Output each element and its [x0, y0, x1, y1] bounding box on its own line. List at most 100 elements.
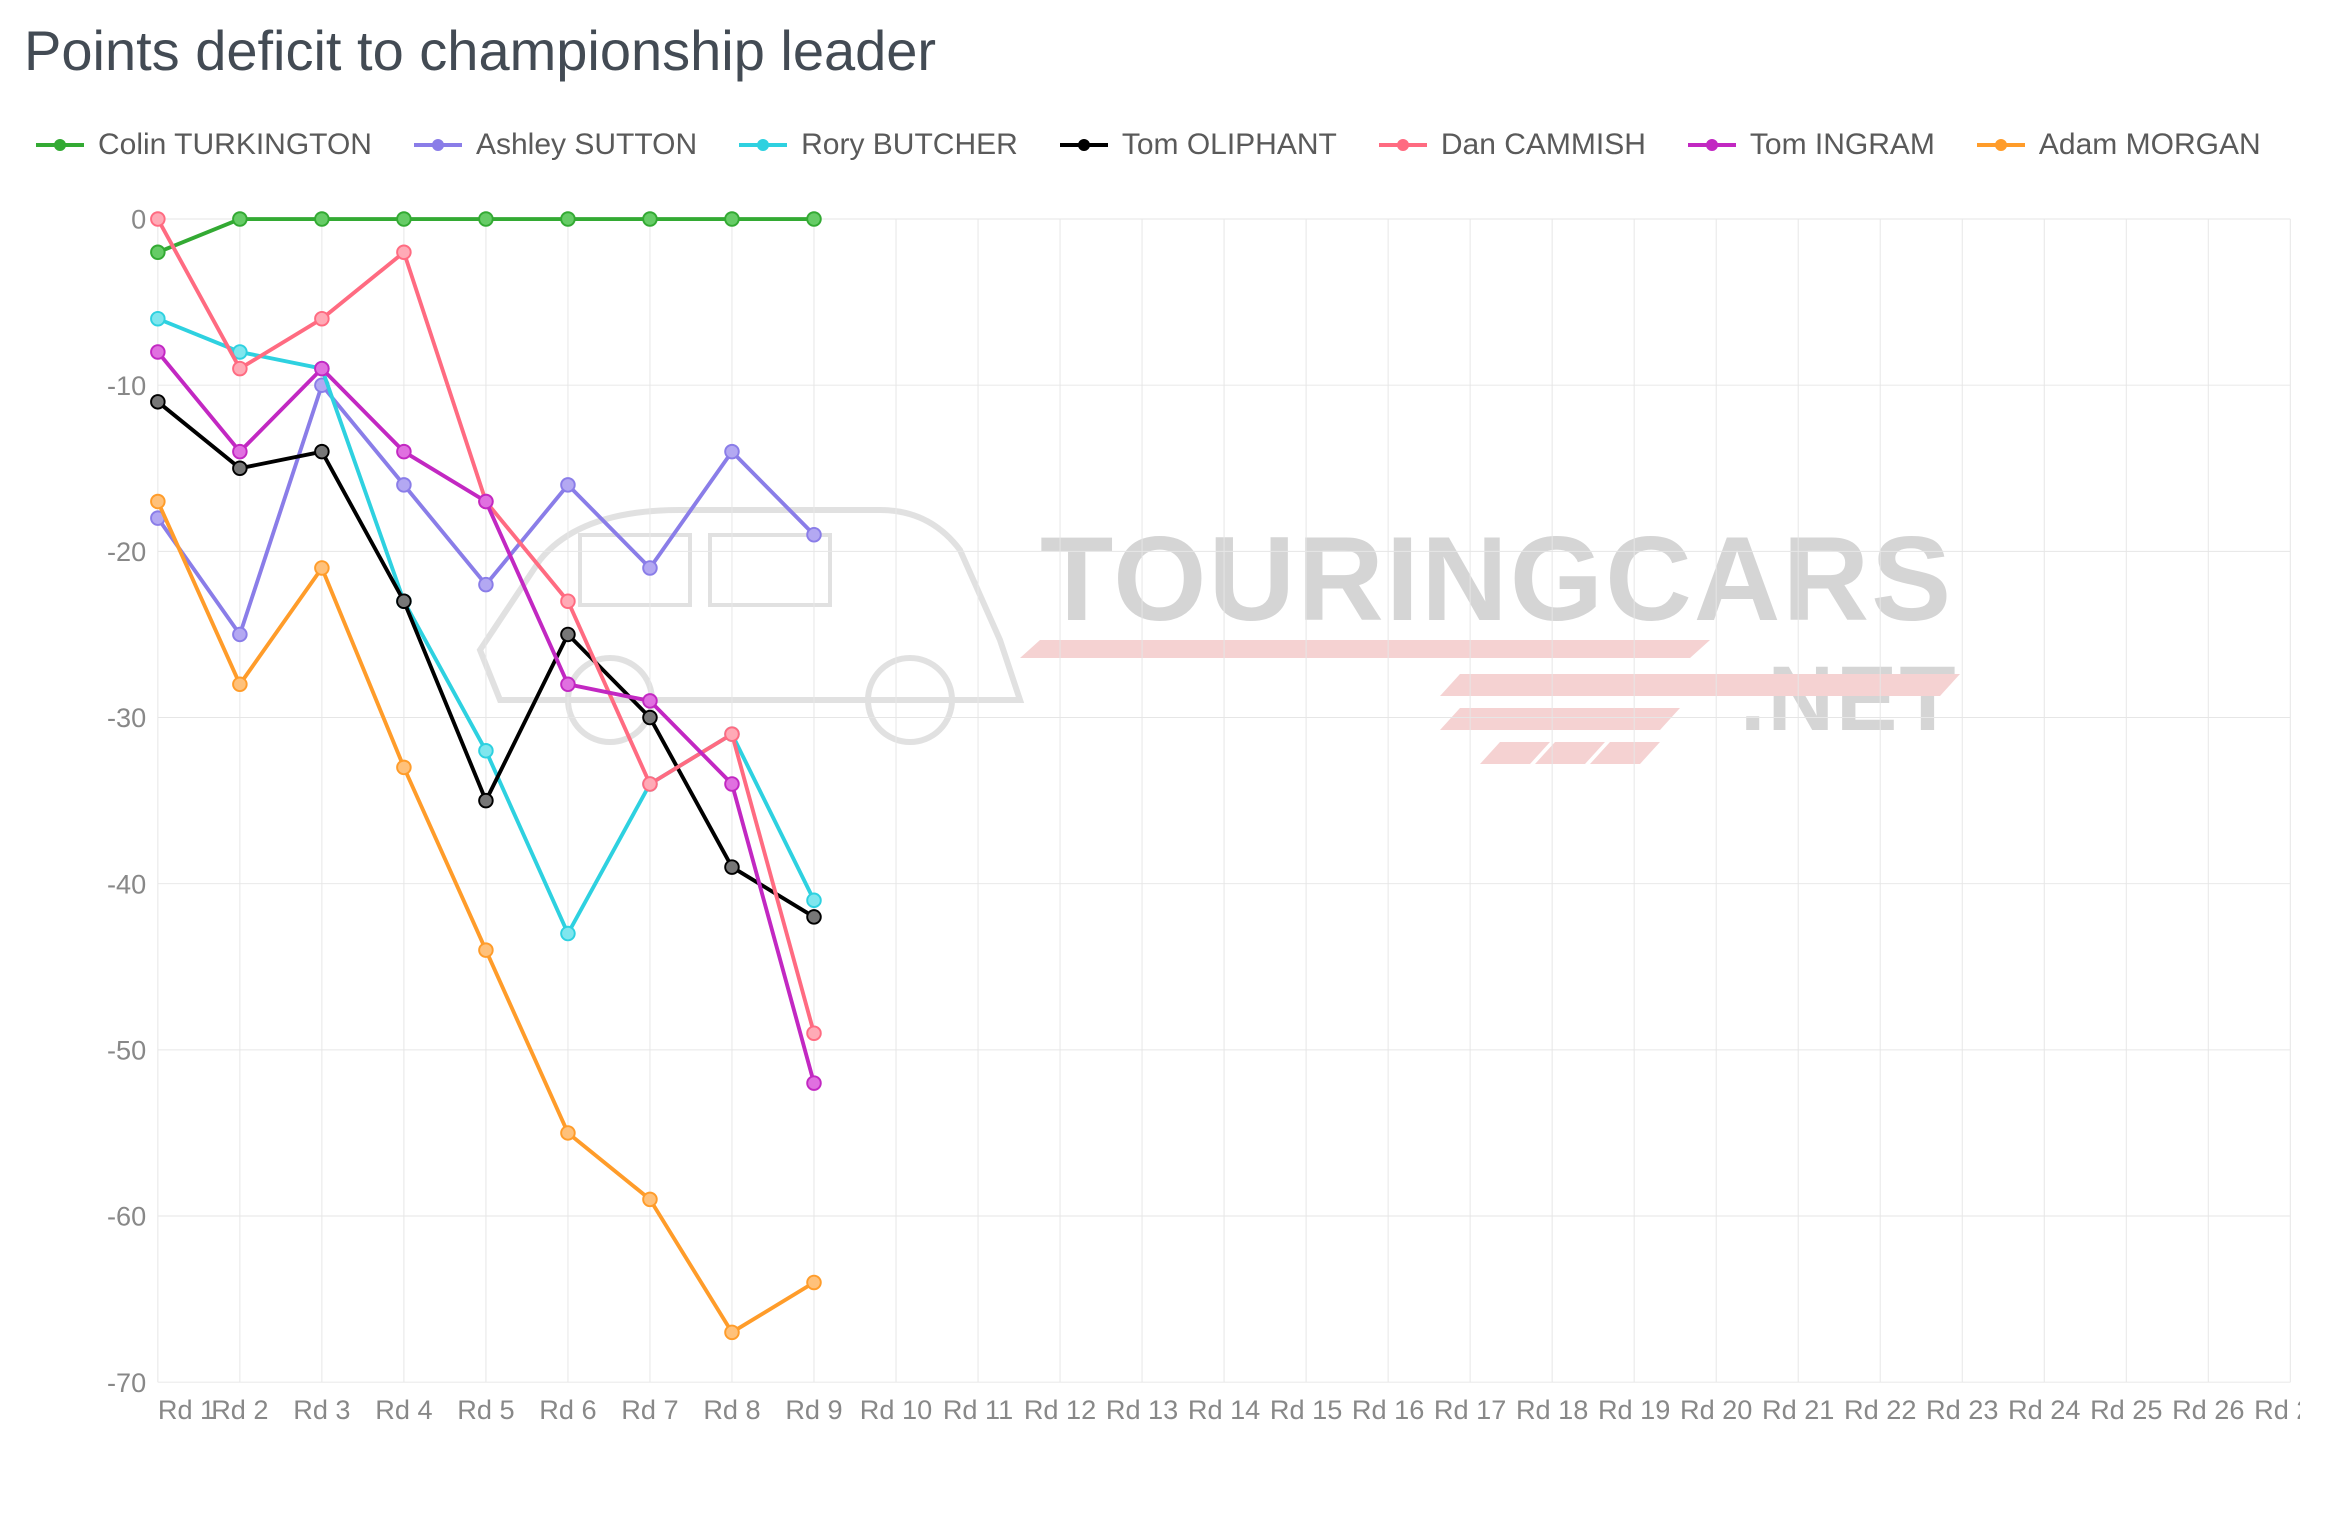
series-marker[interactable]	[725, 445, 739, 459]
legend-item[interactable]: Rory BUTCHER	[739, 128, 1018, 162]
y-tick-label: -20	[107, 536, 146, 567]
series-marker[interactable]	[151, 212, 165, 226]
series-marker[interactable]	[643, 777, 657, 791]
legend-item[interactable]: Tom OLIPHANT	[1060, 128, 1337, 162]
series-marker[interactable]	[233, 678, 247, 692]
series-marker[interactable]	[315, 212, 329, 226]
legend-item[interactable]: Adam MORGAN	[1977, 128, 2261, 162]
x-tick-label: Rd 24	[2008, 1394, 2080, 1425]
legend-swatch	[1977, 143, 2025, 147]
series-marker[interactable]	[151, 395, 165, 409]
x-tick-label: Rd 7	[621, 1394, 678, 1425]
legend: Colin TURKINGTON Ashley SUTTON Rory BUTCHE…	[36, 128, 2261, 162]
series-marker[interactable]	[151, 495, 165, 509]
series-marker[interactable]	[725, 777, 739, 791]
x-tick-label: Rd 3	[293, 1394, 350, 1425]
series-marker[interactable]	[233, 212, 247, 226]
series-marker[interactable]	[233, 461, 247, 475]
plot-area: 0-10-20-30-40-50-60-70Rd 1Rd 2Rd 3Rd 4Rd…	[90, 190, 2300, 1450]
y-tick-label: -50	[107, 1035, 146, 1066]
series-marker[interactable]	[233, 628, 247, 642]
series-marker[interactable]	[479, 744, 493, 758]
legend-swatch	[1060, 143, 1108, 147]
x-tick-label: Rd 23	[1926, 1394, 1998, 1425]
series-marker[interactable]	[807, 1276, 821, 1290]
x-tick-label: Rd 13	[1106, 1394, 1178, 1425]
series-marker[interactable]	[807, 1026, 821, 1040]
x-tick-label: Rd 26	[2172, 1394, 2244, 1425]
series-marker[interactable]	[151, 345, 165, 359]
legend-swatch	[739, 143, 787, 147]
legend-item[interactable]: Dan CAMMISH	[1379, 128, 1646, 162]
series-marker[interactable]	[397, 478, 411, 492]
series-marker[interactable]	[233, 445, 247, 459]
legend-label: Rory BUTCHER	[801, 128, 1018, 162]
series-marker[interactable]	[807, 528, 821, 542]
legend-swatch	[1379, 143, 1427, 147]
x-tick-label: Rd 19	[1598, 1394, 1670, 1425]
legend-item[interactable]: Colin TURKINGTON	[36, 128, 372, 162]
series-marker[interactable]	[561, 478, 575, 492]
series-marker[interactable]	[725, 212, 739, 226]
x-tick-label: Rd 25	[2090, 1394, 2162, 1425]
series-marker[interactable]	[151, 312, 165, 326]
legend-swatch	[36, 143, 84, 147]
x-tick-label: Rd 12	[1024, 1394, 1096, 1425]
series-marker[interactable]	[479, 794, 493, 808]
legend-label: Colin TURKINGTON	[98, 128, 372, 162]
legend-swatch	[1688, 143, 1736, 147]
series-marker[interactable]	[725, 860, 739, 874]
series-marker[interactable]	[561, 1126, 575, 1140]
x-tick-label: Rd 17	[1434, 1394, 1506, 1425]
series-marker[interactable]	[315, 312, 329, 326]
series-marker[interactable]	[643, 1193, 657, 1207]
x-tick-label: Rd 20	[1680, 1394, 1752, 1425]
legend-item[interactable]: Tom INGRAM	[1688, 128, 1935, 162]
series-marker[interactable]	[397, 445, 411, 459]
series-marker[interactable]	[561, 678, 575, 692]
series-marker[interactable]	[561, 594, 575, 608]
legend-label: Dan CAMMISH	[1441, 128, 1646, 162]
series-marker[interactable]	[725, 727, 739, 741]
series-marker[interactable]	[315, 561, 329, 575]
series-marker[interactable]	[315, 445, 329, 459]
series-marker[interactable]	[725, 1326, 739, 1340]
series-marker[interactable]	[807, 894, 821, 908]
series-marker[interactable]	[151, 245, 165, 259]
series-marker[interactable]	[807, 910, 821, 924]
series-marker[interactable]	[397, 594, 411, 608]
y-tick-label: 0	[131, 204, 146, 235]
series-marker[interactable]	[233, 362, 247, 376]
series-marker[interactable]	[397, 212, 411, 226]
series-marker[interactable]	[807, 1076, 821, 1090]
x-tick-label: Rd 4	[375, 1394, 432, 1425]
chart-container: Points deficit to championship leader Co…	[0, 0, 2327, 1513]
legend-label: Tom OLIPHANT	[1122, 128, 1337, 162]
x-tick-label: Rd 21	[1762, 1394, 1834, 1425]
x-tick-label: Rd 9	[785, 1394, 842, 1425]
series-marker[interactable]	[561, 927, 575, 941]
series-marker[interactable]	[643, 212, 657, 226]
x-tick-label: Rd 2	[211, 1394, 268, 1425]
x-tick-label: Rd 6	[539, 1394, 596, 1425]
series-marker[interactable]	[643, 694, 657, 708]
series-marker[interactable]	[479, 943, 493, 957]
series-marker[interactable]	[397, 245, 411, 259]
x-tick-label: Rd 11	[943, 1394, 1013, 1425]
series-marker[interactable]	[479, 212, 493, 226]
x-tick-label: Rd 16	[1352, 1394, 1424, 1425]
y-tick-label: -70	[107, 1367, 146, 1398]
legend-item[interactable]: Ashley SUTTON	[414, 128, 697, 162]
series-marker[interactable]	[807, 212, 821, 226]
series-marker[interactable]	[561, 212, 575, 226]
series-marker[interactable]	[315, 362, 329, 376]
series-marker[interactable]	[479, 495, 493, 509]
series-marker[interactable]	[643, 561, 657, 575]
series-marker[interactable]	[643, 711, 657, 725]
series-marker[interactable]	[561, 628, 575, 642]
x-tick-label: Rd 22	[1844, 1394, 1916, 1425]
legend-label: Ashley SUTTON	[476, 128, 697, 162]
series-marker[interactable]	[479, 578, 493, 592]
legend-label: Tom INGRAM	[1750, 128, 1935, 162]
series-marker[interactable]	[397, 761, 411, 775]
